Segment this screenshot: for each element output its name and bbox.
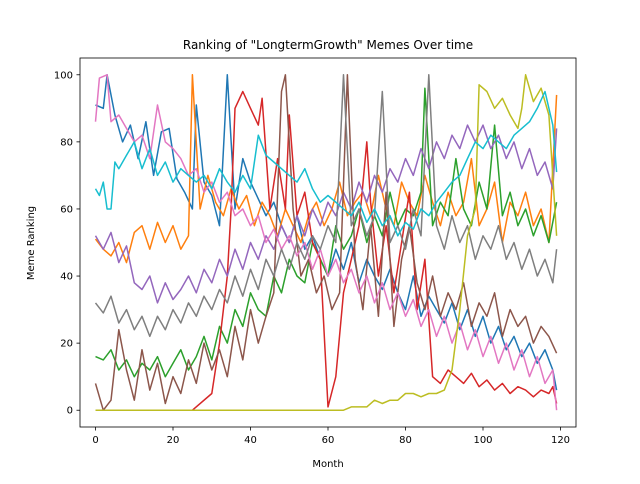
y-axis-label: Meme Ranking xyxy=(26,206,37,280)
chart-title: Ranking of "LongtermGrowth" Memes Over t… xyxy=(183,38,473,52)
y-tick-label: 20 xyxy=(60,339,73,350)
y-tick-label: 100 xyxy=(54,70,73,81)
x-tick-label: 120 xyxy=(551,435,570,446)
axes-layer: 0 20 40 60 80 100 120 0 20 40 60 80 100 xyxy=(54,57,577,446)
series-line-4 xyxy=(94,124,558,304)
series-layer xyxy=(94,74,558,411)
series-line-7 xyxy=(94,74,558,338)
series-line-6 xyxy=(94,74,558,411)
x-tick-label: 100 xyxy=(473,435,492,446)
x-axis-label: Month xyxy=(312,459,343,470)
x-tick-label: 60 xyxy=(322,435,335,446)
y-tick-label: 80 xyxy=(60,137,73,148)
series-line-3 xyxy=(95,90,558,411)
y-tick-label: 60 xyxy=(60,204,73,215)
series-line-5 xyxy=(94,74,558,411)
x-tick-label: 0 xyxy=(92,435,98,446)
x-tick-label: 20 xyxy=(167,435,180,446)
x-tick-label: 80 xyxy=(399,435,412,446)
series-line-1 xyxy=(94,74,558,264)
y-tick-label: 0 xyxy=(67,406,73,417)
series-line-8 xyxy=(95,74,558,411)
x-tick-label: 40 xyxy=(244,435,257,446)
y-tick-label: 40 xyxy=(60,272,73,283)
series-line-9 xyxy=(94,90,558,237)
